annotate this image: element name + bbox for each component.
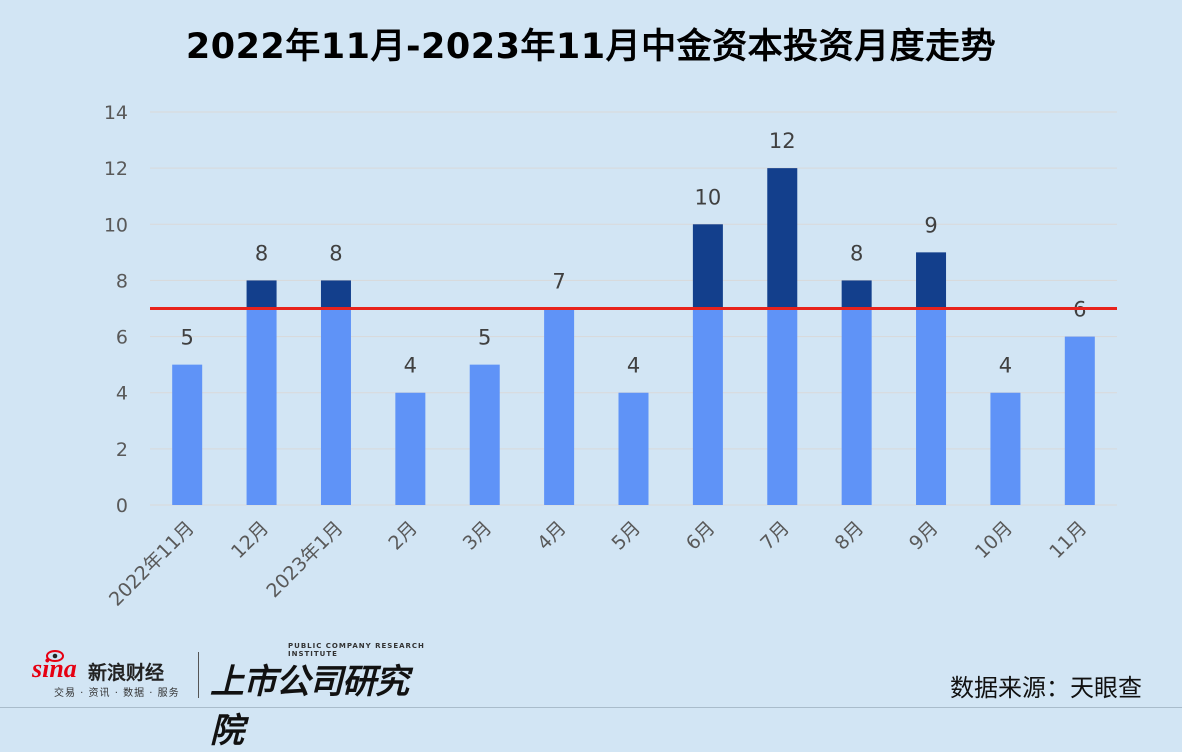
footer-line (0, 707, 1182, 708)
bar-segment-above-average (246, 280, 277, 309)
data-label: 5 (478, 326, 491, 350)
bar-segment-above-average (692, 224, 723, 309)
data-label: 8 (255, 241, 268, 265)
x-tick-label: 4月 (533, 517, 571, 555)
data-label: 9 (924, 213, 937, 237)
bar-segment-below-average (1064, 336, 1095, 505)
y-tick-label: 0 (116, 495, 128, 517)
x-tick-label: 12月 (227, 517, 273, 563)
bar-segment-above-average (767, 168, 798, 309)
bar-segment-below-average (618, 392, 649, 505)
sina-finance-name: 新浪财经 (88, 662, 165, 684)
institute-logo: PUBLIC COMPANY RESEARCH INSTITUTE 上市公司研究… (208, 642, 438, 751)
data-label: 4 (404, 354, 417, 378)
data-label: 10 (695, 185, 722, 209)
data-labels: 588457410128946 (181, 129, 1087, 378)
sina-eye-icon (46, 650, 64, 662)
data-source: 数据来源：天眼查 (950, 674, 1142, 702)
data-label: 8 (329, 241, 342, 265)
sina-wordmark: sina (32, 654, 77, 683)
footer-divider (198, 652, 199, 698)
institute-english-name: PUBLIC COMPANY RESEARCH INSTITUTE (288, 642, 425, 658)
bar-segment-below-average (841, 308, 872, 505)
y-tick-label: 14 (104, 102, 128, 124)
y-tick-label: 8 (116, 270, 128, 292)
data-label: 8 (850, 241, 863, 265)
bar-segment-above-average (841, 280, 872, 309)
bar-segment-below-average (544, 308, 575, 505)
x-tick-label: 5月 (607, 517, 645, 555)
y-axis-ticks: 0 2 4 6 8 10 12 14 (104, 102, 128, 517)
bar-segment-below-average (395, 392, 426, 505)
data-label: 4 (627, 354, 640, 378)
y-tick-label: 10 (104, 214, 128, 236)
x-tick-label: 2023年1月 (262, 517, 347, 602)
x-tick-label: 3月 (459, 517, 497, 555)
x-tick-label: 7月 (756, 517, 794, 555)
x-tick-label: 10月 (971, 517, 1017, 563)
bar-segment-below-average (246, 308, 277, 505)
bar-segment-below-average (692, 308, 723, 505)
x-tick-label: 2022年11月 (105, 517, 199, 611)
x-tick-label: 6月 (682, 517, 720, 555)
chart-title: 2022年11月-2023年11月中金资本投资月度走势 (185, 27, 997, 67)
bar-segment-below-average (916, 308, 947, 505)
data-label: 12 (769, 129, 796, 153)
bars (172, 168, 1095, 505)
bar-segment-above-average (320, 280, 351, 309)
institute-chinese-name: 上市公司研究院 (210, 662, 409, 751)
sina-finance-tagline: 交易 · 资讯 · 数据 · 服务 (54, 688, 180, 699)
bar-segment-below-average (990, 392, 1021, 505)
data-label: 7 (552, 270, 565, 294)
y-tick-label: 4 (116, 383, 128, 405)
bar-segment-below-average (469, 364, 500, 505)
bar-segment-below-average (320, 308, 351, 505)
bar-segment-above-average (916, 252, 947, 309)
x-tick-label: 8月 (831, 517, 869, 555)
x-tick-label: 11月 (1045, 517, 1091, 563)
x-tick-label: 2月 (384, 517, 422, 555)
y-tick-label: 2 (116, 439, 128, 461)
bar-segment-below-average (172, 364, 203, 505)
y-tick-label: 12 (104, 158, 128, 180)
data-label: 4 (999, 354, 1012, 378)
y-tick-label: 6 (116, 327, 128, 349)
data-label: 5 (181, 326, 194, 350)
x-tick-label: 9月 (905, 517, 943, 555)
sina-finance-logo: sina 新浪财经 交易 · 资讯 · 数据 · 服务 (30, 648, 190, 700)
bar-segment-below-average (767, 308, 798, 505)
